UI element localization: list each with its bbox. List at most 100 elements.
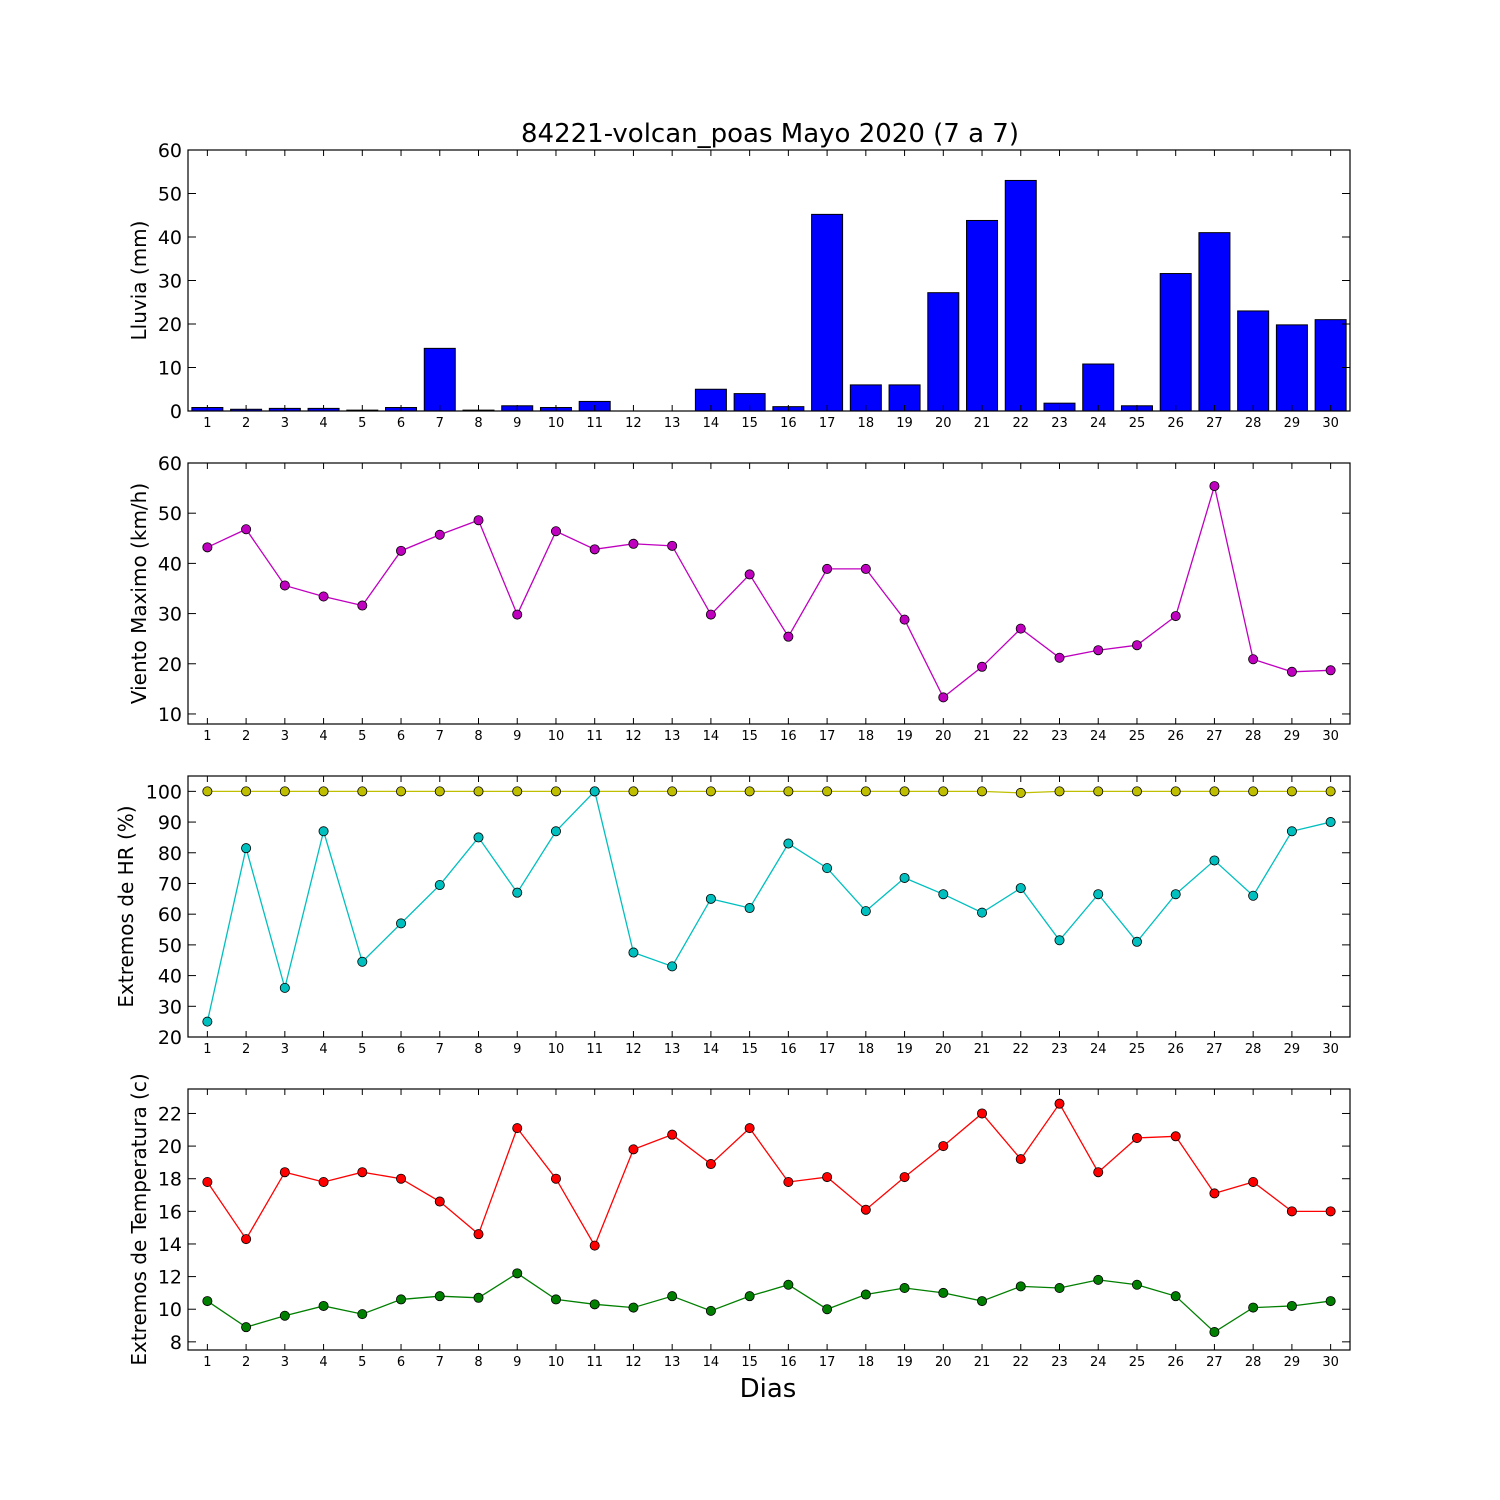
rainfall-x-tick-label: 8	[474, 416, 482, 431]
humidity-x-tick-label: 27	[1206, 1042, 1223, 1057]
humidity-series-2-point-24	[1093, 889, 1104, 900]
temperature-x-tick-label: 28	[1245, 1355, 1262, 1370]
humidity-x-tick-label: 6	[397, 1042, 405, 1057]
max-wind-panel: 1 2 3 4 5 6 7 8 9 10 11 12 13 14 15 16 17 18 19 20 21 22 23 24 2…	[127, 453, 1351, 744]
humidity-x-tick-label: 2	[242, 1042, 250, 1057]
max-wind-x-tick-label: 19	[896, 729, 913, 744]
temperature-series-2-point-18	[860, 1289, 871, 1300]
rainfall-y-tick-label: 30	[158, 271, 182, 293]
max-wind-x-tick-label: 23	[1051, 729, 1068, 744]
max-wind-x-tick-label: 7	[436, 729, 444, 744]
rainfall-y-axis-label: Lluvia (mm)	[127, 221, 151, 341]
rainfall-x-tick-label: 16	[780, 416, 797, 431]
rainfall-x-tick-label: 2	[242, 416, 250, 431]
humidity-series-2-point-17	[822, 863, 833, 874]
temperature-series-1-point-1	[202, 1176, 213, 1187]
rainfall-bar-24	[1082, 363, 1115, 412]
rainfall-bar-30	[1314, 319, 1347, 412]
humidity-series-2-point-23	[1054, 935, 1065, 946]
rainfall-x-tick-label: 13	[664, 416, 681, 431]
humidity-series-1-point-16	[783, 786, 794, 797]
max-wind-series-1-point-6	[396, 545, 407, 556]
temperature-x-tick-label: 20	[935, 1355, 952, 1370]
humidity-plot-area	[188, 776, 1350, 1037]
temperature-series-2-point-25	[1131, 1279, 1142, 1290]
temperature-series-2-point-4	[318, 1300, 329, 1311]
temperature-x-tick-label: 10	[548, 1355, 565, 1370]
humidity-y-tick-label: 40	[158, 966, 182, 988]
temperature-x-tick-label: 7	[436, 1355, 444, 1370]
temperature-series-2-point-22	[1015, 1281, 1026, 1292]
rainfall-y-tick-label: 40	[158, 227, 182, 249]
max-wind-x-tick-label: 20	[935, 729, 952, 744]
temperature-series-1-point-17	[822, 1172, 833, 1183]
humidity-series-1-point-5	[357, 786, 368, 797]
max-wind-series-1-line	[207, 483, 1331, 699]
rainfall-bar-22	[1004, 179, 1037, 412]
max-wind-series-1-point-4	[318, 591, 329, 602]
rainfall-x-tick-label: 24	[1090, 416, 1107, 431]
temperature-series-1-point-28	[1248, 1176, 1259, 1187]
humidity-series-2-point-25	[1131, 936, 1142, 947]
temperature-series-1-point-9	[512, 1123, 523, 1134]
max-wind-series-1-point-24	[1093, 645, 1104, 656]
humidity-x-tick-label: 5	[358, 1042, 366, 1057]
temperature-x-tick-label: 5	[358, 1355, 366, 1370]
temperature-x-tick-label: 14	[703, 1355, 720, 1370]
temperature-series-2-point-11	[589, 1299, 600, 1310]
rainfall-x-tick-label: 14	[703, 416, 720, 431]
max-wind-x-tick-label: 22	[1012, 729, 1029, 744]
temperature-series-1-point-11	[589, 1240, 600, 1251]
temperature-series-1-point-23	[1054, 1098, 1065, 1109]
humidity-series-2-point-14	[705, 893, 716, 904]
max-wind-x-tick-label: 9	[513, 729, 521, 744]
rainfall-x-tick-label: 27	[1206, 416, 1223, 431]
rainfall-x-tick-label: 21	[974, 416, 991, 431]
humidity-x-tick-label: 14	[703, 1042, 720, 1057]
temperature-x-tick-label: 19	[896, 1355, 913, 1370]
humidity-x-tick-label: 18	[858, 1042, 875, 1057]
humidity-y-tick-label: 100	[146, 781, 182, 803]
temperature-series-1-point-22	[1015, 1154, 1026, 1165]
temperature-x-tick-label: 13	[664, 1355, 681, 1370]
temperature-series-2-point-6	[396, 1294, 407, 1305]
humidity-series-1-point-30	[1325, 786, 1336, 797]
humidity-series-2-point-28	[1248, 890, 1259, 901]
max-wind-series-1-point-16	[783, 631, 794, 642]
humidity-y-tick-label: 20	[158, 1027, 182, 1049]
temperature-series-1-point-30	[1325, 1206, 1336, 1217]
max-wind-series-1-point-20	[938, 692, 949, 703]
temperature-series-1-point-3	[279, 1167, 290, 1178]
temperature-extremes-panel: 1 2 3 4 5 6 7 8 9 10 11 12 13 14 15 16 17 18 19 20 21 22 23 24 2…	[127, 1073, 1351, 1370]
temperature-series-1-point-21	[977, 1108, 988, 1119]
temperature-series-1-point-10	[550, 1173, 561, 1184]
max-wind-series-1-point-7	[434, 529, 445, 540]
max-wind-series-1-point-27	[1209, 481, 1220, 492]
humidity-series-1-point-19	[899, 786, 910, 797]
humidity-series-2-point-7	[434, 880, 445, 891]
rainfall-y-tick-label: 20	[158, 314, 182, 336]
temperature-x-tick-label: 23	[1051, 1355, 1068, 1370]
humidity-x-tick-label: 1	[203, 1042, 211, 1057]
humidity-series-2-point-27	[1209, 855, 1220, 866]
humidity-x-tick-label: 23	[1051, 1042, 1068, 1057]
rainfall-y-tick-label: 0	[170, 401, 182, 423]
max-wind-x-tick-label: 11	[586, 729, 603, 744]
temperature-series-1-point-15	[744, 1123, 755, 1134]
temperature-y-tick-label: 10	[158, 1299, 182, 1321]
humidity-series-2-line	[206, 790, 1331, 1022]
temperature-y-tick-label: 18	[158, 1169, 182, 1191]
humidity-x-tick-label: 11	[586, 1042, 603, 1057]
temperature-series-2-point-13	[667, 1291, 678, 1302]
max-wind-series-1-point-1	[202, 542, 213, 553]
max-wind-x-tick-label: 18	[858, 729, 875, 744]
rainfall-x-tick-label: 11	[586, 416, 603, 431]
humidity-y-axis-label: Extremos de HR (%)	[114, 805, 138, 1007]
temperature-series-1-point-4	[318, 1176, 329, 1187]
humidity-y-tick-label: 80	[158, 843, 182, 865]
humidity-x-tick-label: 26	[1167, 1042, 1184, 1057]
max-wind-series-1-point-18	[860, 563, 871, 574]
humidity-x-tick-label: 12	[625, 1042, 642, 1057]
temperature-series-2-point-21	[977, 1296, 988, 1307]
humidity-x-tick-label: 7	[436, 1042, 444, 1057]
